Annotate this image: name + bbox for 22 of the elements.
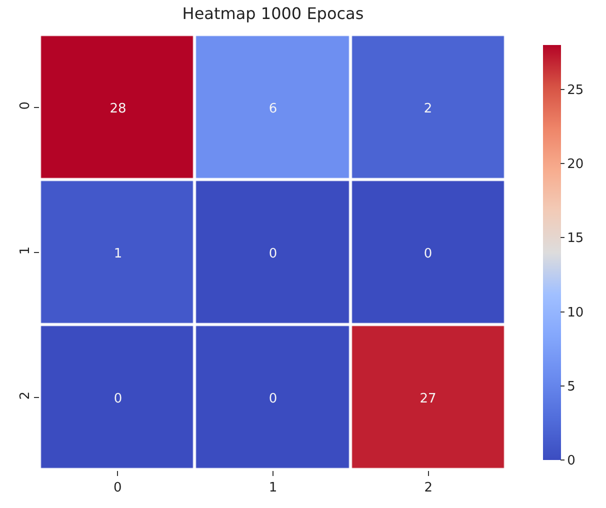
y-tick-label: 1 [18,246,33,255]
data-label: 0 [424,246,432,262]
color-bar-label: 25 [567,83,584,98]
data-label: 1 [114,246,122,262]
color-bar-label: 0 [567,454,576,469]
color-bar-label: 5 [567,379,576,394]
data-label: 6 [268,102,278,117]
color-bar-label: 20 [567,157,584,172]
chart-title: Heatmap 1000 Epocas [182,4,364,24]
x-tick-label: 2 [424,480,432,496]
data-label: 0 [268,246,278,262]
color-bar-label: 15 [567,231,584,246]
x-tick-label: 0 [114,480,122,496]
data-label: 0 [268,392,278,407]
data-label: 2 [424,102,432,117]
data-label: 27 [420,392,436,407]
x-tick-label: 1 [268,480,278,496]
data-label: 0 [114,392,122,407]
color-bar-label: 10 [567,305,584,320]
data-label: 28 [110,102,126,117]
y-tick-label: 2 [18,391,33,400]
y-tick-label: 0 [18,101,33,110]
